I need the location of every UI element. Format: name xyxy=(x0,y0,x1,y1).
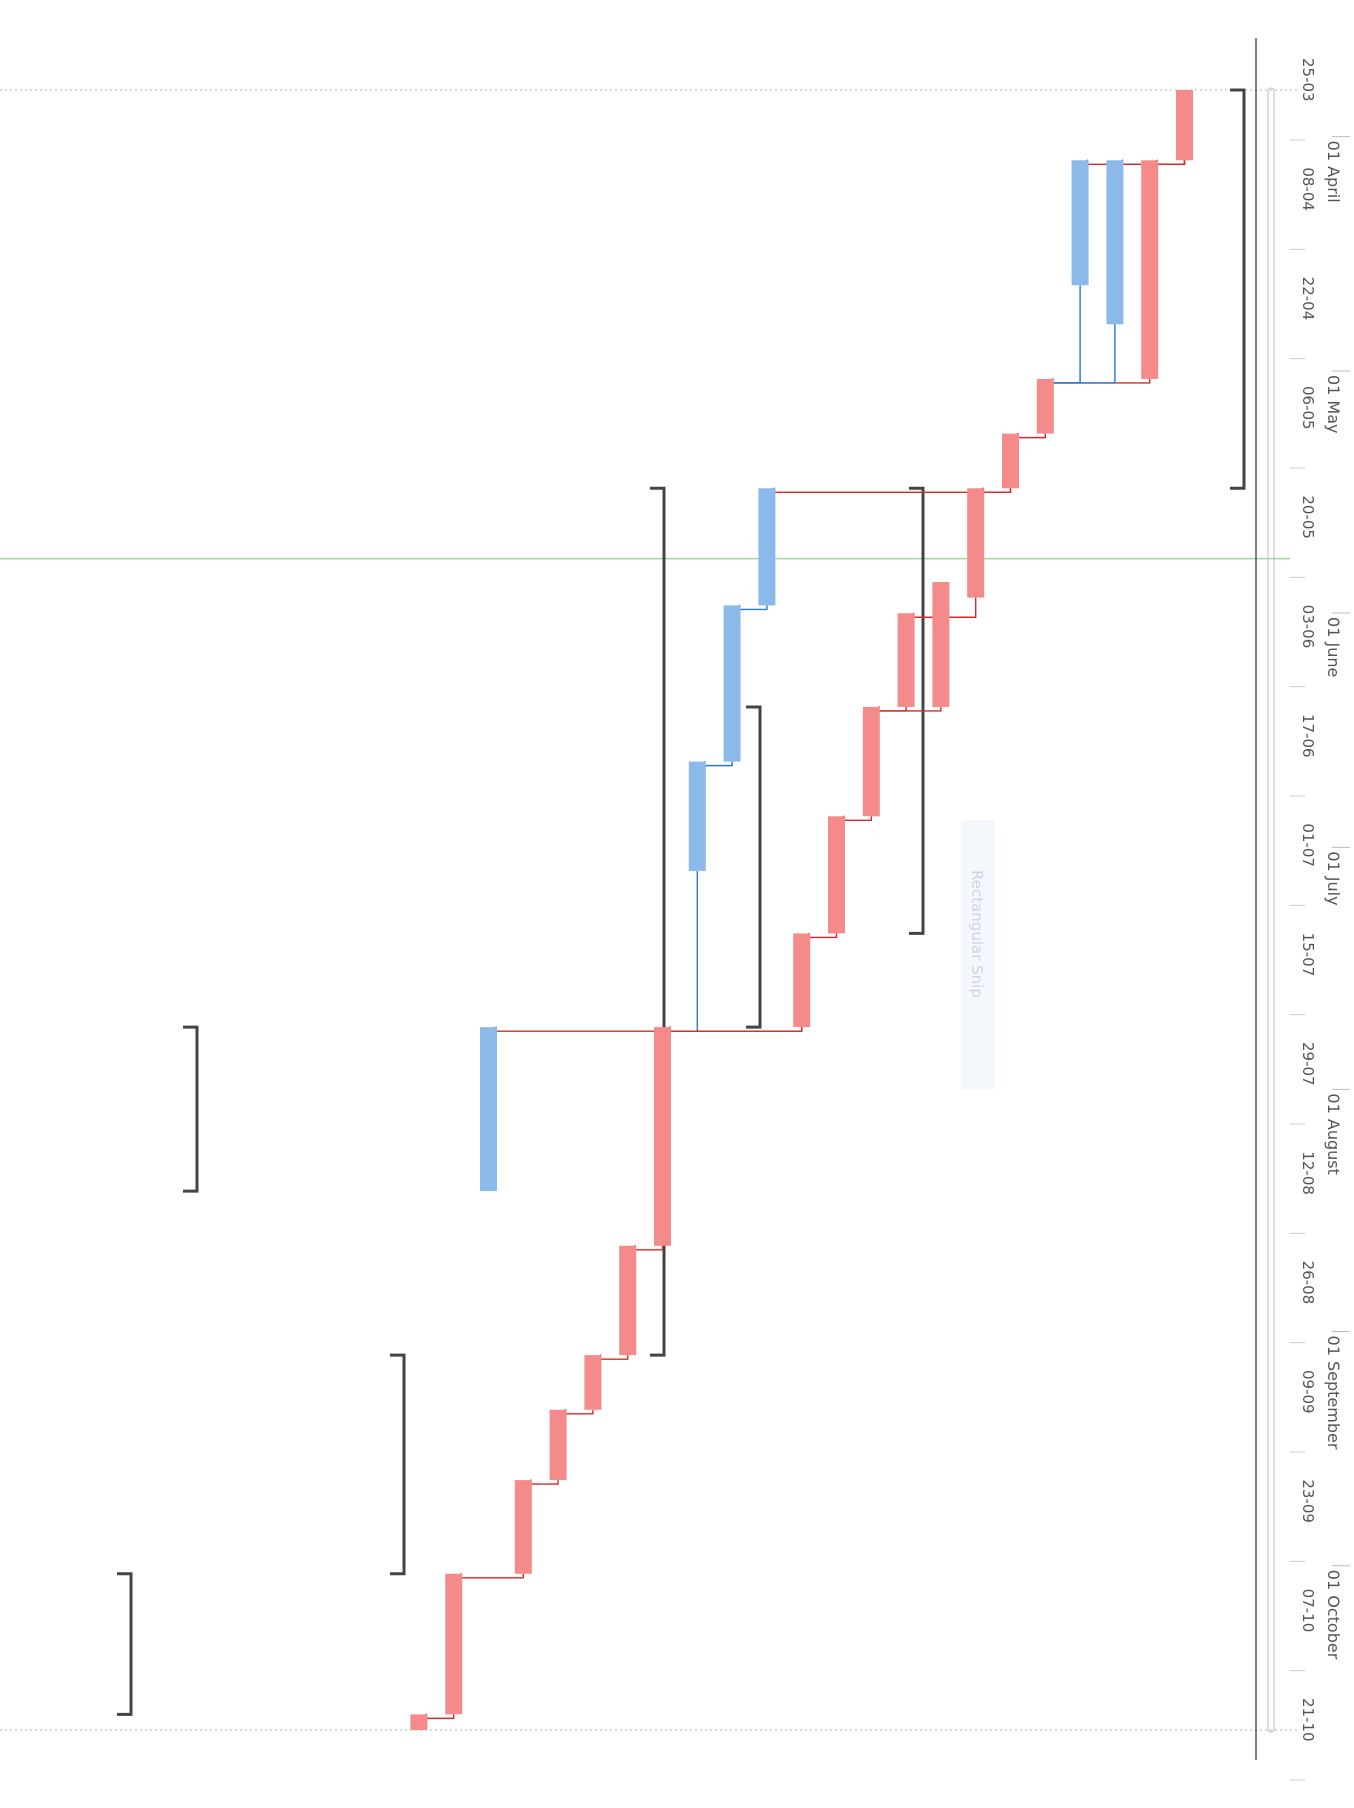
dependency-link xyxy=(634,1245,664,1251)
task-bar[interactable] xyxy=(480,1027,497,1192)
dependency-link xyxy=(565,1409,594,1415)
dependency-link xyxy=(1052,285,1081,384)
week-tick-label: 09-09 xyxy=(1299,1370,1317,1414)
dependency-link xyxy=(843,816,872,821)
critical-task-bar[interactable] xyxy=(828,816,845,934)
critical-task-bar[interactable] xyxy=(410,1714,428,1730)
dependency-link xyxy=(878,706,942,712)
week-tick-label: 29-07 xyxy=(1299,1042,1317,1086)
month-label: 01 April xyxy=(1324,141,1343,203)
critical-task-bar[interactable] xyxy=(897,613,915,707)
summary-layer xyxy=(117,88,1246,1716)
summary-bracket[interactable] xyxy=(117,1572,133,1716)
dependency-link xyxy=(739,605,768,611)
week-tick-label: 12-08 xyxy=(1299,1151,1317,1195)
summary-bracket[interactable] xyxy=(746,705,762,1029)
critical-task-bar[interactable] xyxy=(514,1480,532,1574)
month-label: 01 August xyxy=(1324,1093,1343,1174)
dependency-link xyxy=(669,870,698,1032)
dependency-link xyxy=(530,1480,559,1485)
critical-task-bar[interactable] xyxy=(932,582,950,707)
summary-bracket[interactable] xyxy=(390,1353,406,1576)
dependency-link xyxy=(599,1355,629,1360)
critical-task-bar[interactable] xyxy=(549,1409,567,1481)
summary-bracket[interactable] xyxy=(183,1025,199,1193)
week-tick-label: 03-06 xyxy=(1299,605,1317,649)
week-tick-label: 22-04 xyxy=(1299,277,1317,321)
week-tick-label: 17-06 xyxy=(1299,714,1317,758)
task-bar[interactable] xyxy=(723,605,741,762)
dependency-link xyxy=(1017,433,1046,439)
snip-overlay-label: Rectangular Snip xyxy=(968,870,986,998)
summary-bracket[interactable] xyxy=(650,486,666,1357)
dependency-link xyxy=(425,1714,455,1720)
timeline-axis: 25-03 08-04 22-04 06-05 20-05 03-06 17-06 01-07… xyxy=(1255,38,1350,1781)
snip-overlay: Rectangular Snip xyxy=(961,820,995,1090)
dependency-link xyxy=(808,933,838,939)
week-tick-label: 06-05 xyxy=(1299,386,1317,430)
month-label: 01 May xyxy=(1324,375,1343,434)
critical-task-bar[interactable] xyxy=(654,1027,671,1246)
week-tick-label: 07-10 xyxy=(1299,1589,1317,1633)
task-bar[interactable] xyxy=(688,761,706,871)
task-bar[interactable] xyxy=(1106,160,1124,325)
critical-task-bar[interactable] xyxy=(445,1573,463,1715)
dependency-link xyxy=(460,1573,524,1579)
summary-bracket[interactable] xyxy=(1230,88,1246,490)
dependency-link xyxy=(1052,324,1116,384)
critical-task-bar[interactable] xyxy=(1141,160,1159,379)
week-tick-label: 01-07 xyxy=(1299,823,1317,867)
critical-task-bar[interactable] xyxy=(967,488,985,598)
week-tick-label: 25-03 xyxy=(1299,58,1317,102)
week-tick-label: 21-10 xyxy=(1299,1698,1317,1742)
month-label: 01 June xyxy=(1324,617,1343,677)
critical-task-bar[interactable] xyxy=(793,933,811,1028)
dependency-link xyxy=(1087,160,1186,165)
dependency-link xyxy=(773,488,1012,493)
task-bar[interactable] xyxy=(1071,160,1089,286)
critical-task-bar[interactable] xyxy=(1036,378,1054,434)
week-tick-label: 20-05 xyxy=(1299,495,1317,539)
month-label: 01 October xyxy=(1324,1570,1343,1660)
critical-task-bar[interactable] xyxy=(619,1245,637,1356)
dependency-link xyxy=(704,761,733,767)
week-tick-label: 26-08 xyxy=(1299,1261,1317,1305)
grid-layer xyxy=(0,89,1300,1731)
critical-task-bar[interactable] xyxy=(1176,90,1193,161)
critical-task-bar[interactable] xyxy=(862,706,880,817)
dependency-link xyxy=(495,1027,803,1032)
critical-task-bar[interactable] xyxy=(1002,433,1019,489)
week-tick-label: 15-07 xyxy=(1299,933,1317,977)
month-label: 01 July xyxy=(1324,851,1343,905)
week-tick-label: 08-04 xyxy=(1299,167,1317,211)
month-label: 01 September xyxy=(1324,1336,1343,1450)
snip-overlay-box xyxy=(961,820,995,1090)
task-bar[interactable] xyxy=(758,488,776,606)
critical-task-bar[interactable] xyxy=(584,1355,602,1410)
task-layer xyxy=(410,90,1193,1730)
week-tick-label: 23-09 xyxy=(1299,1479,1317,1523)
axis-scroll-track[interactable] xyxy=(1267,87,1275,1733)
